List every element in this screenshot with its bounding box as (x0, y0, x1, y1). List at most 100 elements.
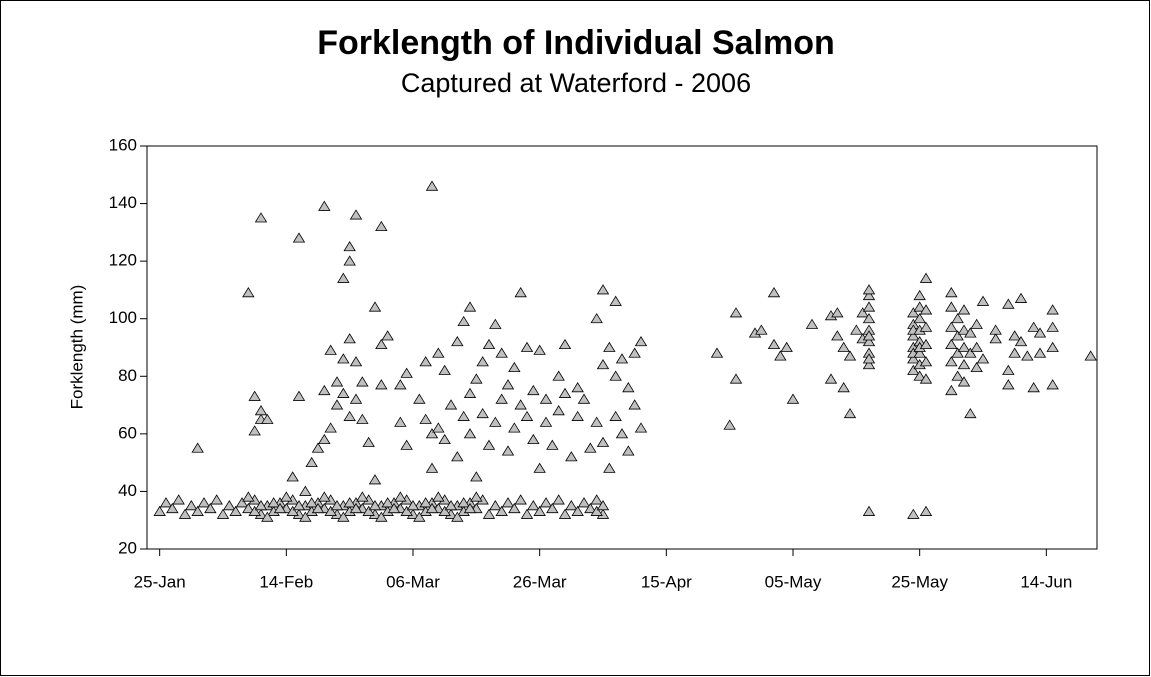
point (590, 416, 603, 427)
point (862, 335, 876, 347)
point (919, 304, 933, 315)
point (159, 497, 173, 508)
point (438, 505, 451, 516)
point (343, 410, 356, 421)
point (305, 456, 318, 468)
x-tick-label: 25-May (891, 572, 948, 591)
point (862, 301, 876, 312)
point (831, 330, 844, 341)
point (514, 494, 527, 505)
point (850, 324, 863, 335)
point (957, 304, 971, 315)
point (495, 347, 508, 358)
point (622, 382, 635, 393)
point (489, 500, 502, 511)
point (273, 502, 287, 514)
point (451, 511, 464, 522)
point (425, 180, 439, 191)
y-tick-label: 160 (109, 135, 137, 154)
point (603, 341, 616, 352)
plot-area (146, 145, 1098, 550)
point (248, 390, 261, 401)
point (1014, 335, 1028, 347)
point (577, 497, 591, 508)
point (945, 356, 958, 367)
point (463, 428, 477, 439)
point (862, 284, 876, 295)
point (970, 318, 983, 329)
point (571, 410, 584, 421)
point (254, 500, 268, 511)
point (235, 497, 249, 508)
point (204, 502, 217, 514)
point (318, 491, 331, 502)
point (964, 347, 977, 358)
point (1027, 321, 1040, 332)
x-tick-label: 14-Jun (1020, 572, 1072, 591)
point (970, 341, 983, 352)
point (463, 502, 477, 514)
point (609, 410, 622, 421)
point (1002, 298, 1015, 309)
point (913, 370, 926, 381)
point (451, 451, 464, 462)
point (596, 500, 610, 511)
point (907, 307, 920, 318)
point (330, 376, 344, 387)
point (837, 341, 850, 352)
point (166, 502, 179, 514)
point (191, 505, 204, 516)
x-tick-label: 05-May (765, 572, 822, 591)
point (628, 399, 641, 410)
point (552, 494, 565, 505)
point (375, 220, 388, 231)
point (862, 353, 876, 364)
point (520, 410, 534, 421)
y-tick-label: 60 (118, 423, 137, 442)
point (989, 324, 1002, 335)
point (153, 505, 166, 516)
point (862, 505, 876, 516)
point (305, 497, 318, 508)
point (957, 324, 971, 335)
point (210, 494, 223, 505)
point (527, 433, 540, 445)
point (571, 505, 584, 516)
point (577, 393, 591, 404)
point (242, 491, 255, 502)
point (957, 359, 971, 370)
point (976, 353, 990, 364)
point (242, 502, 255, 514)
point (343, 497, 356, 508)
point (533, 344, 546, 355)
point (381, 497, 394, 508)
point (343, 240, 356, 252)
point (267, 497, 280, 508)
point (438, 364, 451, 375)
point (622, 445, 635, 456)
point (299, 485, 312, 496)
point (337, 511, 350, 522)
point (311, 502, 325, 514)
point (774, 350, 787, 361)
point (862, 330, 876, 341)
point (501, 379, 515, 390)
point (413, 393, 426, 404)
point (527, 384, 540, 396)
point (400, 439, 413, 450)
point (432, 347, 445, 358)
point (907, 364, 920, 375)
point (356, 491, 369, 502)
point (349, 393, 363, 404)
point (805, 318, 819, 329)
point (394, 416, 407, 427)
point (1046, 321, 1059, 332)
point (1027, 382, 1040, 393)
point (349, 502, 363, 514)
y-tick-label: 100 (109, 308, 137, 327)
point (438, 433, 451, 445)
point (400, 367, 413, 378)
point (419, 356, 432, 367)
point (457, 315, 470, 326)
point (368, 301, 382, 312)
